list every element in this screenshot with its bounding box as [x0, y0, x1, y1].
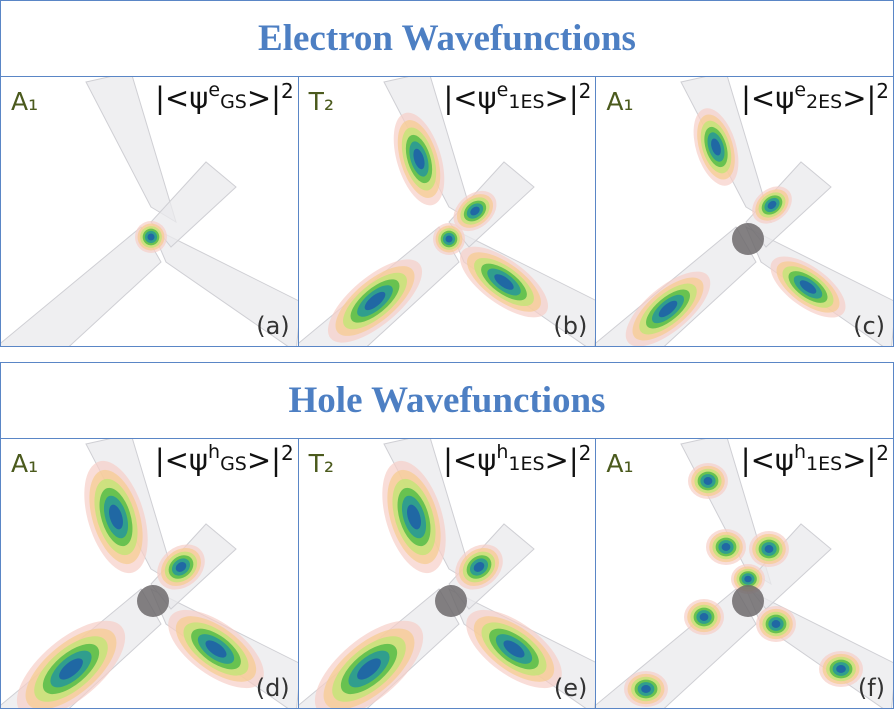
formula-close: >| — [545, 443, 579, 477]
formula-particle: h — [496, 441, 508, 463]
formula: |<ψe2ES>|2 — [741, 81, 889, 115]
formula-particle: h — [794, 441, 806, 463]
formula-power: 2 — [579, 441, 592, 465]
formula-close: >| — [247, 81, 281, 115]
symmetry-label: A₁ — [606, 449, 633, 478]
formula-close: >| — [842, 443, 876, 477]
shape — [732, 585, 764, 617]
panel: T₂ |<ψh1ES>|2 (e) — [299, 439, 597, 708]
formula-state: 2ES — [806, 91, 842, 113]
shape — [704, 477, 713, 485]
formula-particle: e — [208, 79, 220, 101]
formula-open: |<ψ — [155, 443, 208, 477]
shape — [722, 543, 731, 551]
shape — [1, 227, 161, 346]
symmetry-label: A₁ — [11, 449, 38, 478]
wavefunction-image — [299, 77, 597, 346]
formula-power: 2 — [281, 441, 294, 465]
symmetry-label: T₂ — [309, 449, 334, 478]
formula-power: 2 — [876, 441, 889, 465]
formula-particle: h — [208, 441, 220, 463]
formula-state: 1ES — [508, 453, 544, 475]
formula: |<ψhGS>|2 — [155, 443, 294, 477]
panel: A₁ |<ψh1ES>|2 (f) — [596, 439, 893, 708]
panel: A₁ |<ψe2ES>|2 (c) — [596, 77, 893, 346]
wavefunction-image — [596, 439, 893, 708]
formula: |<ψh1ES>|2 — [443, 443, 591, 477]
shape — [765, 545, 774, 553]
formula: |<ψeGS>|2 — [155, 81, 294, 115]
shape — [137, 585, 169, 617]
shape — [732, 223, 764, 255]
wavefunction-image — [1, 77, 299, 346]
shape — [642, 685, 652, 693]
panel-letter: (a) — [256, 312, 289, 340]
wavefunction-image — [299, 439, 597, 708]
symmetry-label: A₁ — [606, 87, 633, 116]
panel-letter: (f) — [858, 674, 885, 702]
formula-power: 2 — [876, 79, 889, 103]
shape — [147, 233, 154, 240]
formula-open: |<ψ — [443, 443, 496, 477]
formula-open: |<ψ — [155, 81, 208, 115]
page: {"sections":[ {"title":"Electron Wavefun… — [0, 0, 896, 709]
formula-open: |<ψ — [741, 443, 794, 477]
shape — [745, 576, 752, 583]
formula-open: |<ψ — [443, 81, 496, 115]
formula-open: |<ψ — [741, 81, 794, 115]
panel-letter: (b) — [553, 312, 587, 340]
formula-close: >| — [247, 443, 281, 477]
formula-state: 1ES — [508, 91, 544, 113]
section-title: Hole Wavefunctions — [1, 363, 893, 439]
formula-state: GS — [220, 91, 247, 113]
formula-state: GS — [220, 453, 247, 475]
shape — [700, 613, 709, 621]
panel-row: A₁|<ψhGS>|2(d)T₂|<ψh1ES>|2(e)A₁|<ψh1ES>|… — [1, 439, 893, 708]
formula-power: 2 — [579, 79, 592, 103]
panel-row: A₁|<ψeGS>|2(a)T₂|<ψe1ES>|2(b)A₁|<ψe2ES>|… — [1, 77, 893, 346]
panel-letter: (e) — [554, 674, 588, 702]
section-title: Electron Wavefunctions — [1, 1, 893, 77]
formula: |<ψe1ES>|2 — [443, 81, 591, 115]
shape — [837, 665, 847, 673]
panel-letter: (c) — [853, 312, 885, 340]
symmetry-label: T₂ — [309, 87, 334, 116]
formula-state: 1ES — [806, 453, 842, 475]
shape — [435, 585, 467, 617]
wavefunction-image — [596, 77, 893, 346]
panel: T₂ |<ψe1ES>|2 (b) — [299, 77, 597, 346]
panel-letter: (d) — [256, 674, 290, 702]
formula-close: >| — [842, 81, 876, 115]
symmetry-label: A₁ — [11, 87, 38, 116]
formula: |<ψh1ES>|2 — [741, 443, 889, 477]
formula-close: >| — [545, 81, 579, 115]
wavefunction-image — [1, 439, 299, 708]
shape — [772, 620, 781, 628]
formula-particle: e — [497, 79, 509, 101]
formula-particle: e — [794, 79, 806, 101]
shape — [596, 589, 756, 708]
panel: A₁ |<ψhGS>|2 (d) — [1, 439, 299, 708]
panel: A₁ |<ψeGS>|2 (a) — [1, 77, 299, 346]
shape — [445, 235, 452, 242]
formula-power: 2 — [281, 79, 294, 103]
